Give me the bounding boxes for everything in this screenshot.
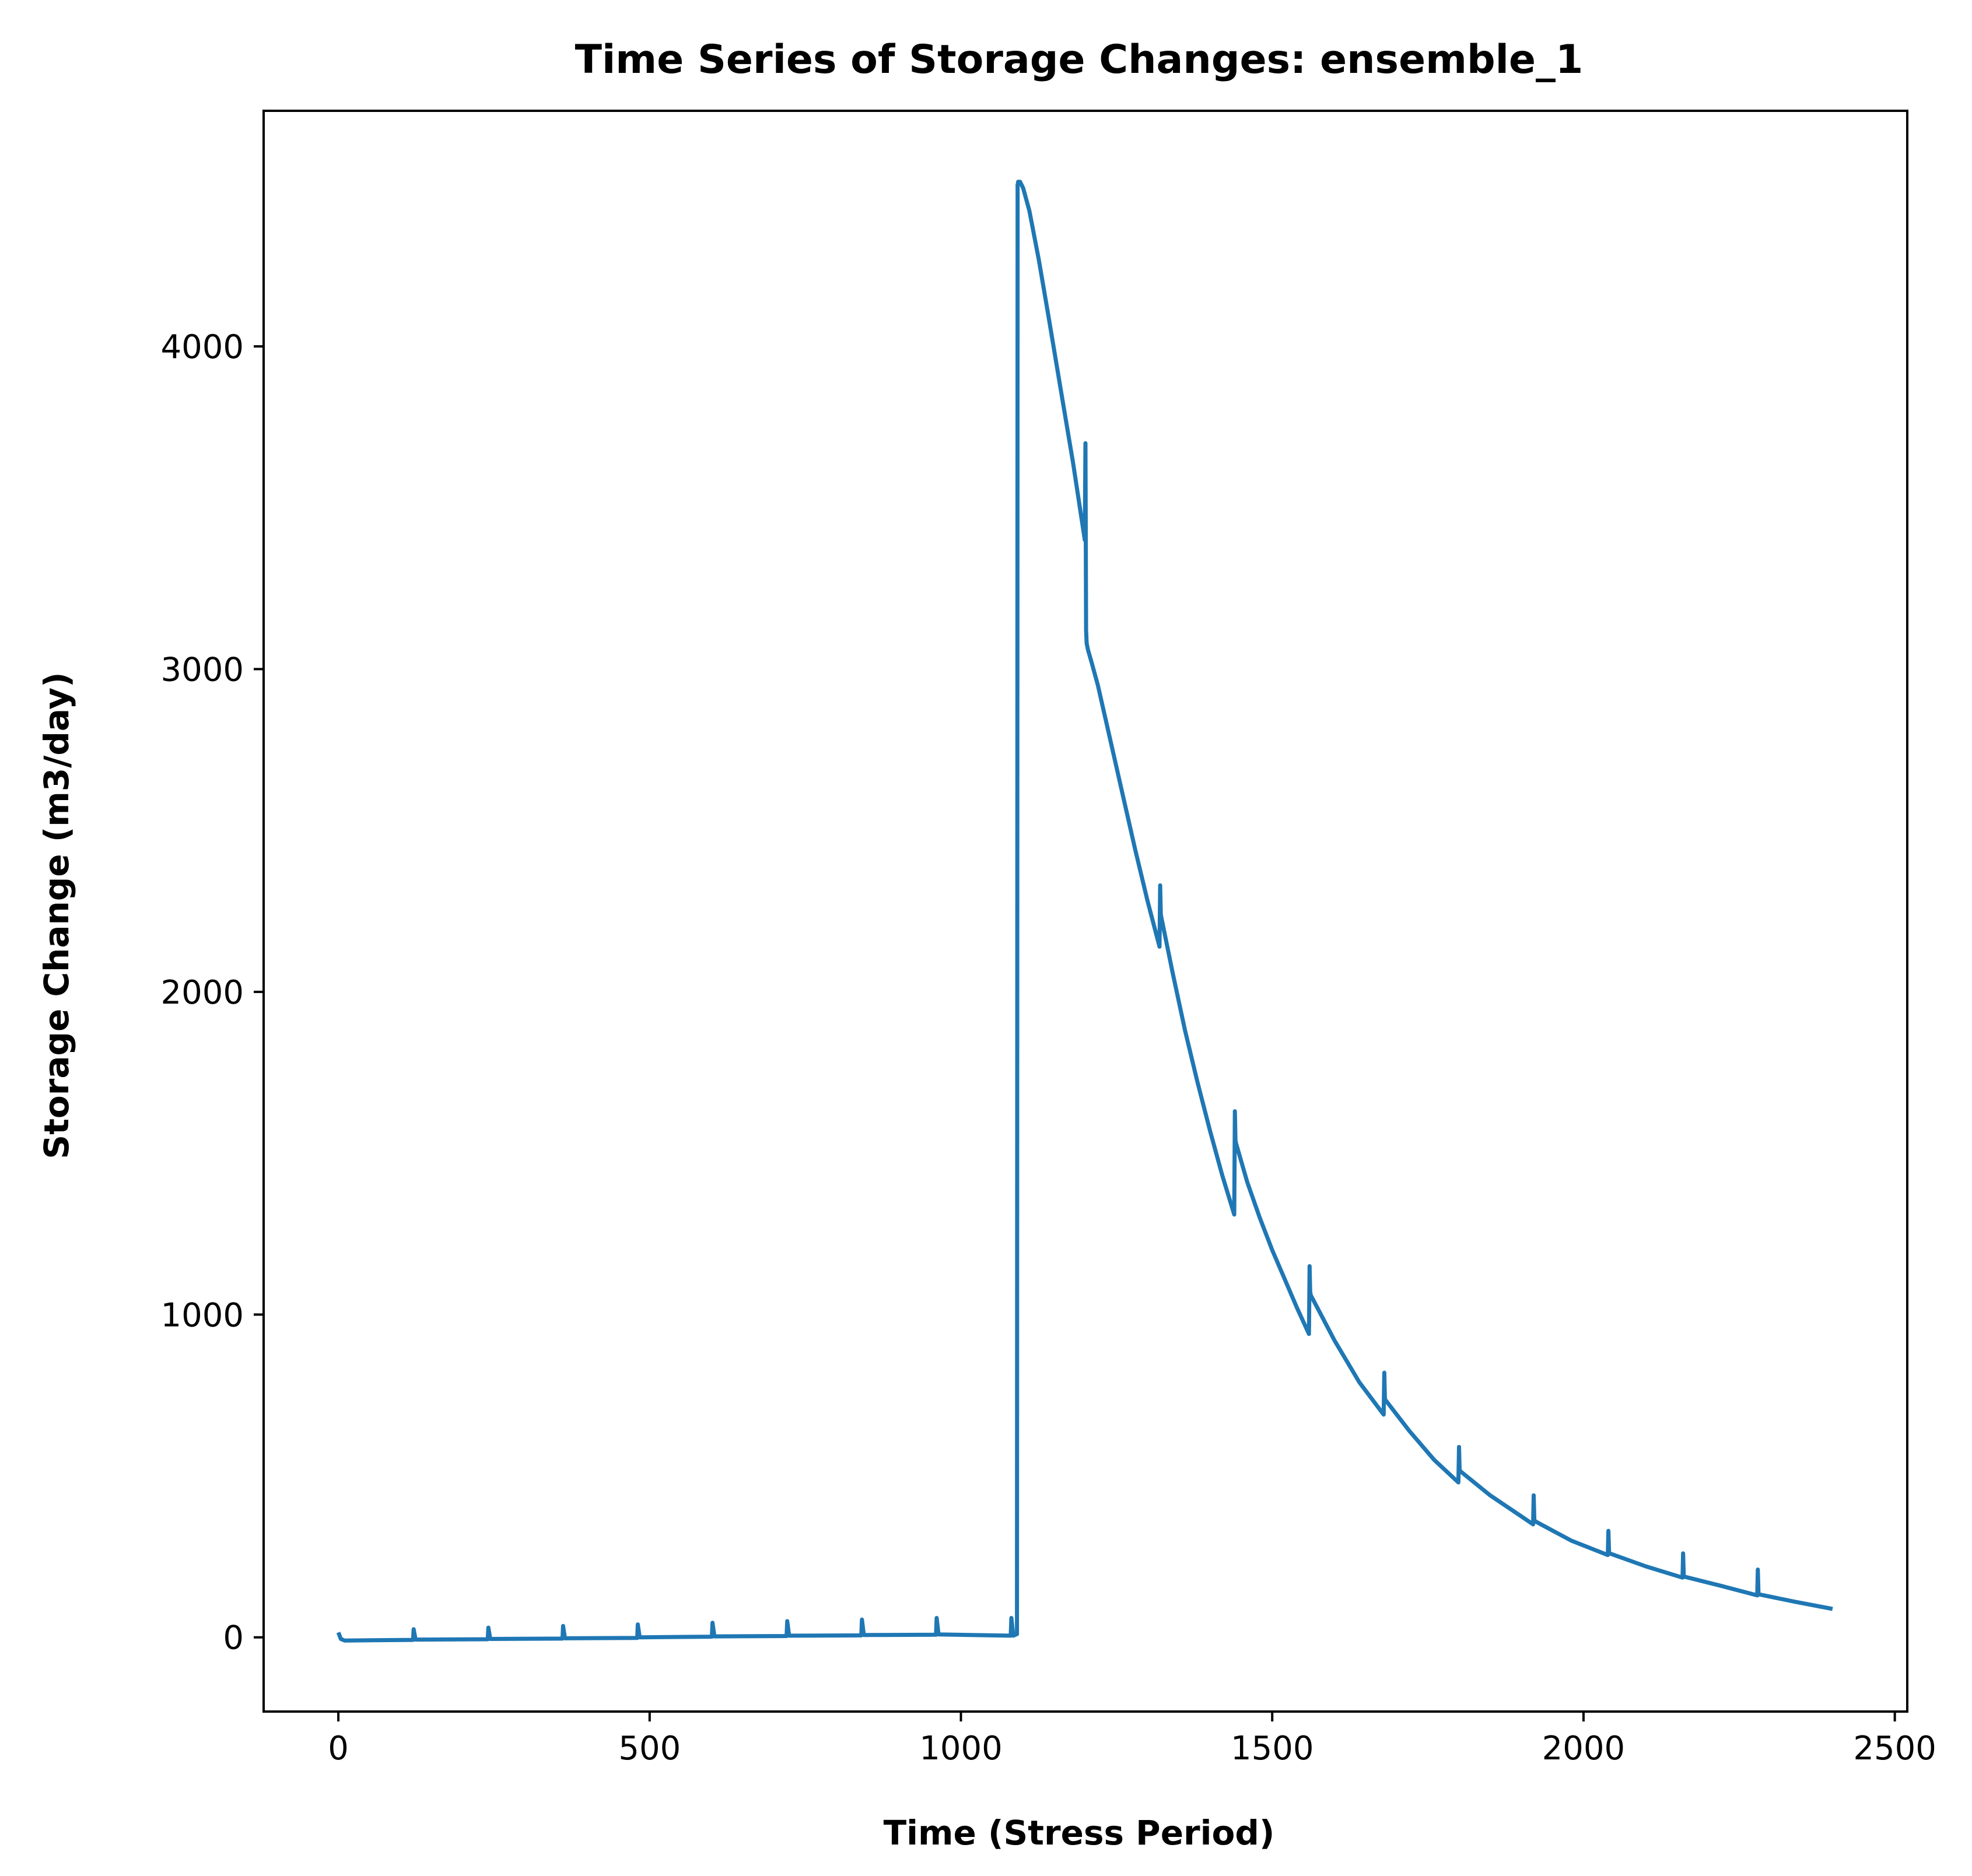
y-tick-label: 1000 [160,1296,244,1334]
x-tick-label: 1000 [919,1730,1003,1768]
y-axis-ticks: 0 1000 2000 3000 4000 [160,328,264,1657]
y-tick-label: 0 [223,1619,244,1657]
x-tick-label: 1500 [1231,1730,1314,1768]
plot-area [262,110,1908,1713]
y-tick-label: 3000 [160,651,244,689]
plot-frame [262,110,1908,1713]
y-axis-label: Storage Change (m3/day) [37,672,76,1159]
y-tick-label: 2000 [160,974,244,1012]
y-tick-label: 4000 [160,328,244,366]
x-tick-label: 0 [328,1730,349,1768]
x-axis-ticks: 0 500 1000 1500 2000 2500 [328,1712,1936,1768]
x-tick-label: 2500 [1853,1730,1936,1768]
x-axis-label: Time (Stress Period) [884,1813,1275,1853]
chart-title: Time Series of Storage Changes: ensemble… [575,37,1584,83]
x-tick-label: 500 [618,1730,681,1768]
x-tick-label: 2000 [1542,1730,1626,1768]
series-line [336,180,1833,1643]
